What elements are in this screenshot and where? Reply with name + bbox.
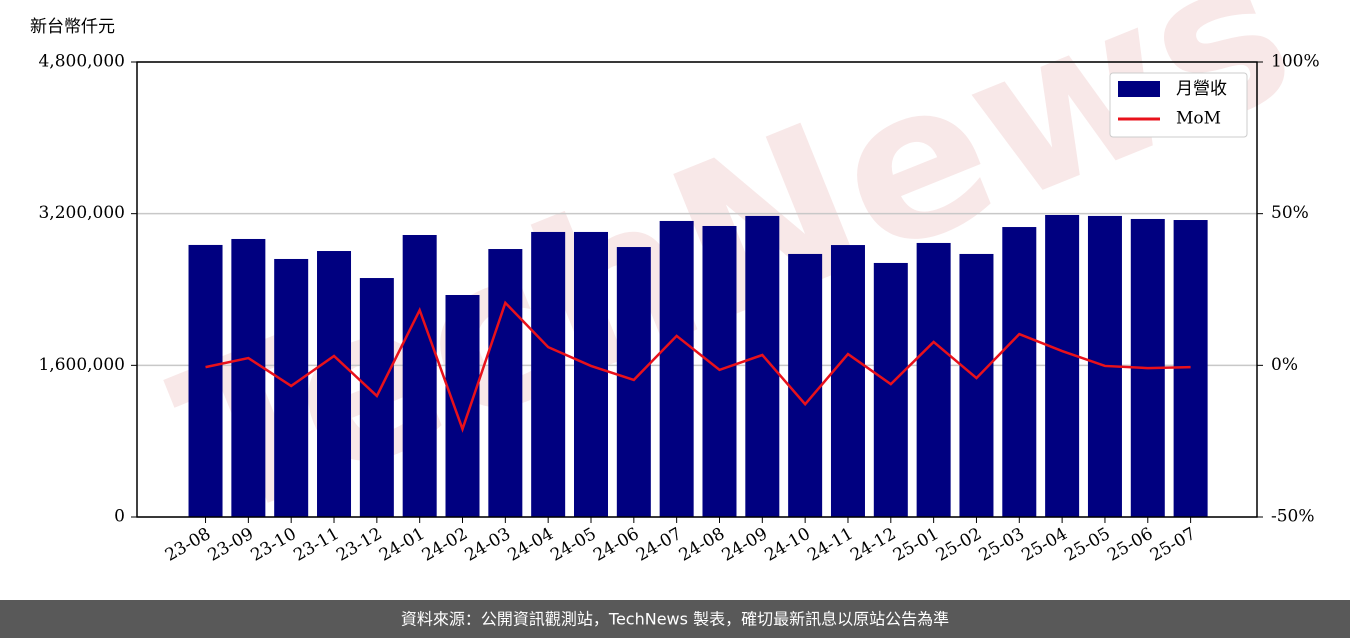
y2-tick-label: -50%: [1271, 507, 1315, 527]
x-tick-label: 24-02: [419, 524, 471, 566]
y-tick-label: 1,600,000: [38, 355, 125, 375]
bar: [317, 251, 352, 517]
x-tick-label: 24-09: [719, 524, 771, 566]
x-tick-label: 23-08: [162, 524, 214, 566]
bar: [445, 294, 480, 517]
x-tick-label: 24-01: [376, 524, 428, 566]
bar: [830, 245, 865, 517]
bar: [231, 238, 266, 517]
x-tick-label: 25-02: [933, 524, 985, 566]
bar: [531, 231, 566, 517]
x-tick-label: 25-05: [1061, 524, 1113, 566]
x-tick-label: 25-01: [890, 524, 942, 566]
bar: [745, 215, 780, 518]
y-tick-label: 4,800,000: [38, 52, 125, 72]
bar: [659, 220, 694, 517]
x-tick-label: 24-10: [761, 524, 813, 566]
bar: [959, 253, 994, 517]
y2-tick-label: 100%: [1271, 52, 1320, 72]
bar: [616, 247, 651, 518]
legend-label: 月營收: [1176, 79, 1227, 99]
line: [205, 300, 1191, 433]
bar: [873, 262, 908, 517]
x-tick-label: 24-05: [547, 524, 599, 566]
plot-frame: [136, 61, 1258, 518]
y2-tick-label: 0%: [1271, 355, 1298, 375]
x-tick-label: 25-03: [976, 524, 1028, 566]
bar: [573, 231, 608, 517]
x-tick-label: 24-07: [633, 524, 685, 566]
x-tick-label: 24-11: [804, 524, 856, 566]
y2-tick-label: 50%: [1271, 203, 1309, 223]
bar: [188, 244, 223, 517]
bar: [1002, 227, 1037, 517]
bar: [274, 258, 309, 517]
footer: 資料來源：公開資訊觀測站，TechNews 製表，確切最新訊息以原站公告為準: [401, 610, 949, 629]
legend-label: MoM: [1176, 109, 1221, 129]
x-tick-label: 25-04: [1018, 524, 1070, 566]
footer-bar: [0, 600, 1350, 638]
x-tick-label: 24-04: [504, 524, 556, 566]
bar: [702, 225, 737, 518]
y-tick-label: 0: [114, 507, 125, 527]
legend-swatch: [1118, 81, 1160, 97]
x-tick-label: 24-12: [847, 524, 899, 566]
bar: [488, 249, 523, 517]
x-tick-label: 24-03: [462, 524, 514, 566]
bar: [916, 242, 951, 518]
y-axis-label: 新台幣仟元: [30, 17, 115, 37]
bar: [1045, 214, 1080, 517]
bar: [402, 234, 437, 517]
x-tick-label: 25-06: [1104, 524, 1156, 566]
bar: [788, 253, 823, 517]
x-tick-label: 25-07: [1147, 524, 1199, 566]
x-tick-label: 24-06: [590, 524, 642, 566]
y-tick-label: 3,200,000: [38, 203, 125, 223]
x-tick-label: 23-12: [333, 524, 385, 566]
x-tick-label: 24-08: [676, 524, 728, 566]
